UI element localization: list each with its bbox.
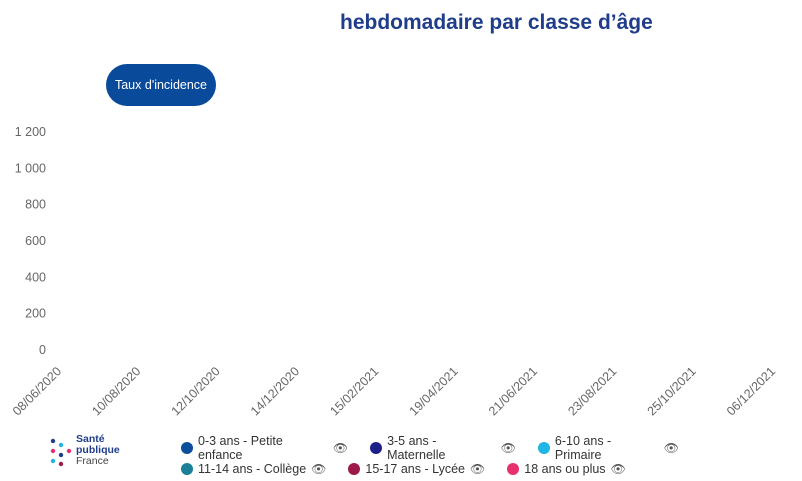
eye-icon[interactable]: 👁 [311, 462, 327, 476]
chart-area: 0 200 400 600 800 1 000 1 200 08/06/2020 10/08/… [10, 125, 778, 418]
legend-dot-15-17 [348, 463, 361, 475]
legend-item-0-3[interactable]: 0-3 ans - Petite enfance 👁 [181, 434, 348, 462]
eye-icon[interactable]: 👁 [610, 462, 626, 476]
legend-item-15-17[interactable]: 15-17 ans - Lycée 👁 [348, 462, 485, 476]
x-tick-label: 08/06/2020 [10, 364, 64, 418]
legend-dot-6-10 [537, 442, 550, 454]
sante-publique-france-logo: Santé publique France [49, 434, 129, 474]
x-tick-label: 25/10/2021 [645, 364, 699, 418]
legend-item-11-14[interactable]: 11-14 ans - Collège 👁 [181, 462, 326, 476]
legend-item-6-10[interactable]: 6-10 ans - Primaire 👁 [537, 434, 679, 462]
eye-icon[interactable]: 👁 [470, 462, 486, 476]
y-tick-label: 400 [25, 270, 46, 284]
legend-label-3-5: 3-5 ans - Maternelle [387, 434, 446, 462]
x-tick-label: 06/12/2021 [724, 364, 778, 418]
x-tick-label: 19/04/2021 [407, 364, 461, 418]
eye-icon[interactable]: 👁 [663, 441, 679, 455]
legend-dot-3-5 [370, 442, 383, 454]
x-tick-label: 12/10/2020 [169, 364, 223, 418]
x-tick-label: 10/08/2020 [89, 364, 143, 418]
x-tick-label: 23/08/2021 [565, 364, 619, 418]
y-tick-label: 200 [25, 307, 46, 321]
legend-item-18-plus[interactable]: 18 ans ou plus 👁 [507, 462, 626, 476]
x-tick-label: 14/12/2020 [248, 364, 302, 418]
x-tick-label: 21/06/2021 [486, 364, 540, 418]
eye-icon[interactable]: 👁 [500, 441, 516, 455]
legend-label-15-17: 15-17 ans - Lycée [365, 462, 466, 476]
logo-line-3: France [76, 455, 109, 467]
legend-dot-11-14 [181, 463, 193, 475]
x-tick-label: 15/02/2021 [327, 364, 381, 418]
legend-dot-0-3 [181, 442, 193, 454]
y-tick-label: 800 [25, 198, 46, 212]
y-tick-label: 1 200 [15, 125, 46, 139]
legend-label-18-plus: 18 ans ou plus [524, 462, 606, 476]
chart-legend: 0-3 ans - Petite enfance 👁 3-5 ans - Mat… [181, 434, 701, 481]
logo-dots-icon [50, 438, 72, 467]
legend-label-6-10: 6-10 ans - Primaire [554, 434, 612, 462]
legend-dot-18-plus [507, 463, 520, 475]
legend-item-3-5[interactable]: 3-5 ans - Maternelle 👁 [370, 434, 516, 462]
incidence-rate-tab[interactable]: Taux d'incidence [106, 64, 216, 106]
eye-icon[interactable]: 👁 [332, 441, 349, 455]
legend-label-11-14: 11-14 ans - Collège [198, 462, 307, 476]
y-tick-label: 0 [39, 343, 46, 357]
legend-label-0-3: 0-3 ans - Petite enfance [198, 434, 283, 462]
logo-line-1: Santé [76, 433, 105, 445]
y-tick-label: 600 [25, 234, 46, 248]
chart-title: hebdomadaire par classe d’âge [340, 11, 653, 34]
logo-line-2: publique [76, 444, 120, 456]
y-tick-label: 1 000 [15, 161, 46, 175]
